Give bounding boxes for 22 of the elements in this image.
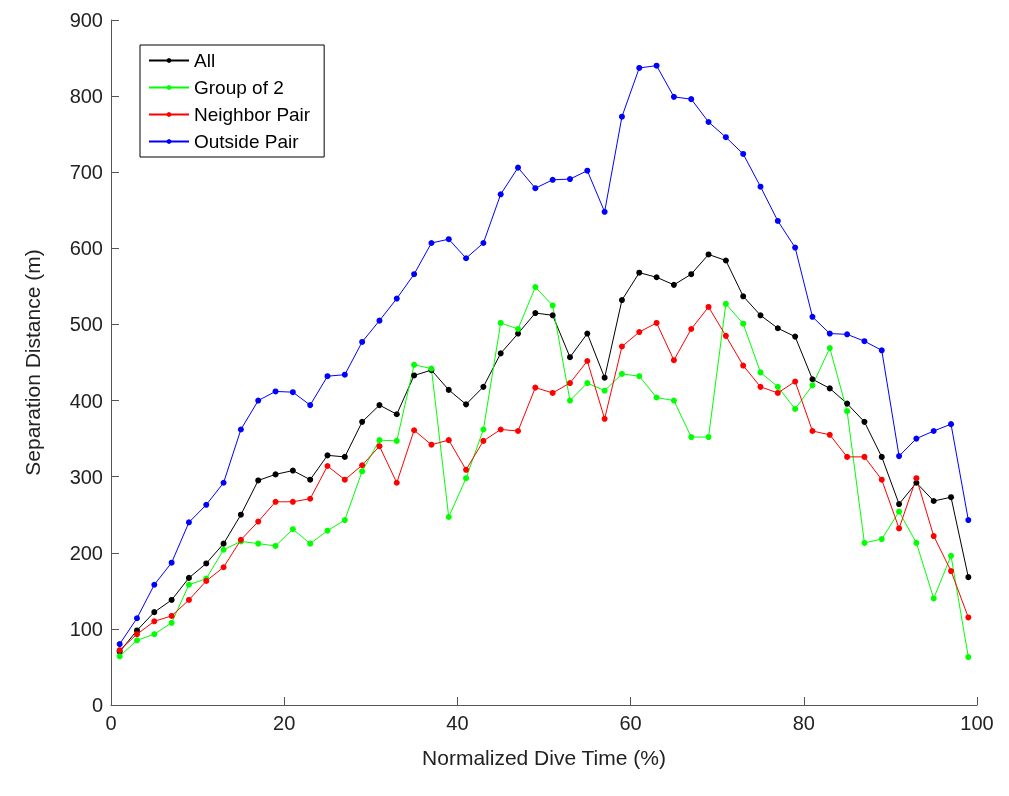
legend-label: Outside Pair xyxy=(194,131,300,152)
y-tick-label: 400 xyxy=(69,389,103,412)
y-axis-title: Separation Distance (m) xyxy=(21,249,44,476)
y-tick-label: 600 xyxy=(69,237,103,260)
x-tick-label: 60 xyxy=(619,712,642,734)
x-tick-label: 0 xyxy=(105,712,117,734)
y-tick-label: 0 xyxy=(91,694,103,716)
y-tick-label: 500 xyxy=(69,313,103,336)
y-tick-label: 300 xyxy=(69,465,103,488)
x-tick-label: 20 xyxy=(273,712,296,734)
x-tick-label: 100 xyxy=(960,712,994,734)
y-tick-label: 900 xyxy=(69,9,103,31)
x-tick-label: 80 xyxy=(792,712,815,734)
y-tick-label: 800 xyxy=(69,85,103,108)
x-tick-label: 40 xyxy=(446,712,469,734)
legend-label: Neighbor Pair xyxy=(194,104,311,125)
legend-label: Group of 2 xyxy=(194,77,284,98)
y-tick-label: 200 xyxy=(69,541,103,564)
x-axis-title: Normalized Dive Time (%) xyxy=(422,746,666,769)
y-tick-label: 100 xyxy=(69,617,103,640)
legend-label: All xyxy=(194,50,216,71)
y-tick-label: 700 xyxy=(69,161,103,184)
